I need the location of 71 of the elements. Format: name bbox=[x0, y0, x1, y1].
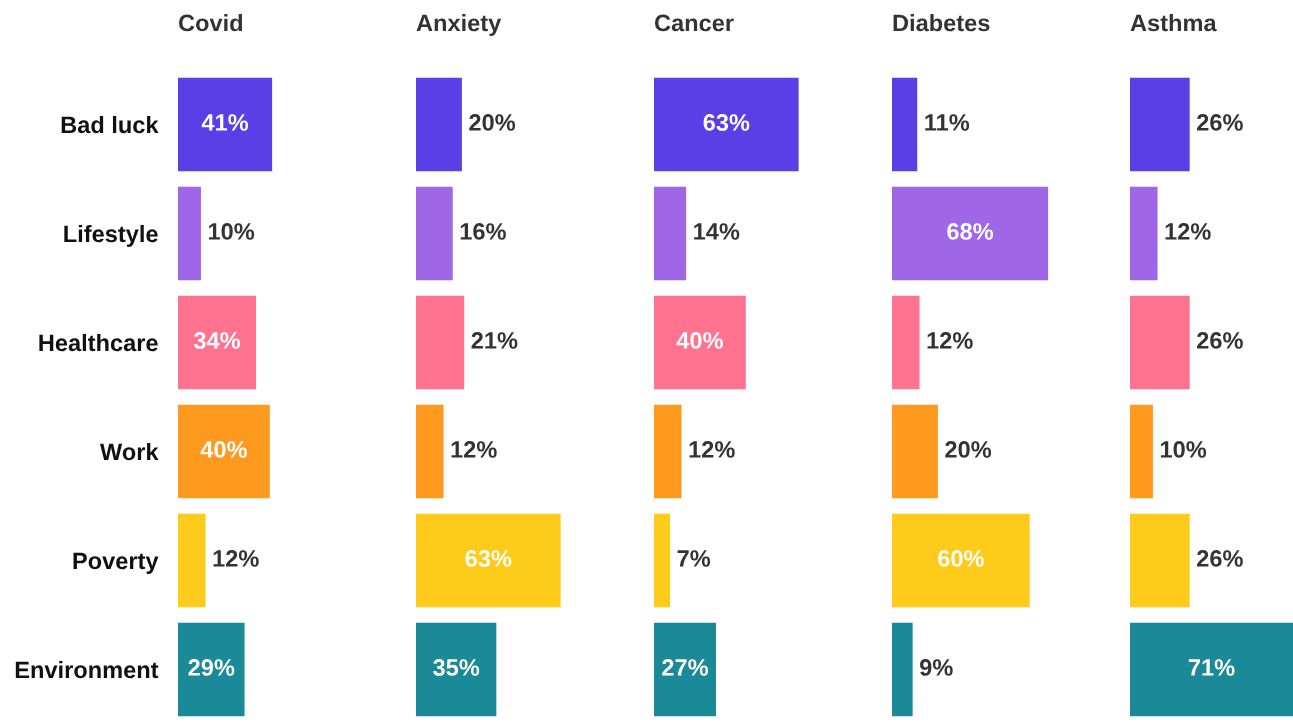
bar bbox=[1130, 77, 1190, 172]
data-label: 11% bbox=[925, 114, 970, 131]
data-label: 10% bbox=[208, 223, 255, 240]
chart-title: Cancer bbox=[654, 14, 734, 32]
data-label: 10% bbox=[1160, 441, 1207, 458]
data-label: 14% bbox=[694, 223, 740, 240]
bar bbox=[654, 513, 671, 608]
bar bbox=[178, 513, 206, 608]
bar bbox=[654, 622, 716, 717]
chart-title: Anxiety bbox=[416, 14, 502, 37]
data-label: 26% bbox=[1197, 550, 1243, 567]
bar bbox=[416, 186, 453, 281]
data-label: 63% bbox=[703, 114, 750, 131]
data-label: 12% bbox=[689, 441, 735, 458]
data-label: 29% bbox=[188, 659, 235, 676]
data-label: 68% bbox=[947, 223, 994, 240]
bar bbox=[416, 295, 465, 390]
data-label: 12% bbox=[1165, 223, 1211, 240]
bar bbox=[178, 622, 245, 717]
data-label: 26% bbox=[1197, 114, 1243, 131]
bar bbox=[892, 186, 1049, 281]
bar bbox=[1130, 622, 1293, 717]
data-label: 40% bbox=[676, 332, 723, 349]
data-label: 9% bbox=[920, 659, 953, 676]
bar bbox=[892, 295, 920, 390]
bar bbox=[1130, 513, 1190, 608]
data-label: 12% bbox=[451, 441, 497, 458]
y-tick-label: Poverty bbox=[73, 552, 159, 574]
bar bbox=[416, 404, 444, 499]
bar bbox=[178, 186, 201, 281]
bar bbox=[654, 295, 746, 390]
bar bbox=[892, 622, 913, 717]
bar bbox=[892, 77, 918, 172]
data-label: 7% bbox=[677, 550, 711, 567]
chart-title: Diabetes bbox=[893, 14, 990, 32]
bar bbox=[416, 513, 561, 608]
bar bbox=[892, 513, 1030, 608]
bar bbox=[654, 186, 687, 281]
bar bbox=[654, 77, 799, 172]
y-tick-label: Bad luck bbox=[61, 115, 159, 134]
chart-title: Asthma bbox=[1130, 14, 1217, 32]
data-label: 12% bbox=[213, 550, 259, 567]
data-label: 63% bbox=[465, 550, 512, 567]
data-label: 16% bbox=[460, 223, 506, 240]
data-label: 35% bbox=[433, 659, 480, 676]
data-label: 12% bbox=[927, 332, 973, 349]
chart-title: Covid bbox=[178, 14, 243, 32]
data-label: 34% bbox=[193, 332, 241, 349]
data-label: 71% bbox=[1188, 659, 1235, 676]
bar bbox=[416, 77, 462, 172]
bar bbox=[1130, 186, 1158, 281]
data-label: 21% bbox=[471, 332, 518, 349]
bar bbox=[178, 77, 273, 172]
bar bbox=[1130, 295, 1190, 390]
data-label: 20% bbox=[945, 441, 992, 458]
bar bbox=[1130, 404, 1153, 499]
y-tick-label: Healthcare bbox=[39, 333, 158, 352]
data-label: 20% bbox=[469, 114, 516, 131]
data-label: 41% bbox=[201, 114, 249, 131]
data-label: 26% bbox=[1197, 332, 1243, 349]
data-label: 60% bbox=[938, 550, 984, 567]
bar bbox=[178, 404, 270, 499]
bar bbox=[654, 404, 682, 499]
y-tick-label: Lifestyle bbox=[64, 224, 158, 247]
bar bbox=[892, 404, 938, 499]
data-label: 27% bbox=[662, 659, 708, 676]
y-tick-label: Environment bbox=[15, 660, 159, 679]
bar bbox=[416, 622, 497, 717]
y-tick-label: Work bbox=[99, 442, 159, 461]
data-label: 40% bbox=[200, 441, 247, 458]
bar bbox=[178, 295, 257, 390]
